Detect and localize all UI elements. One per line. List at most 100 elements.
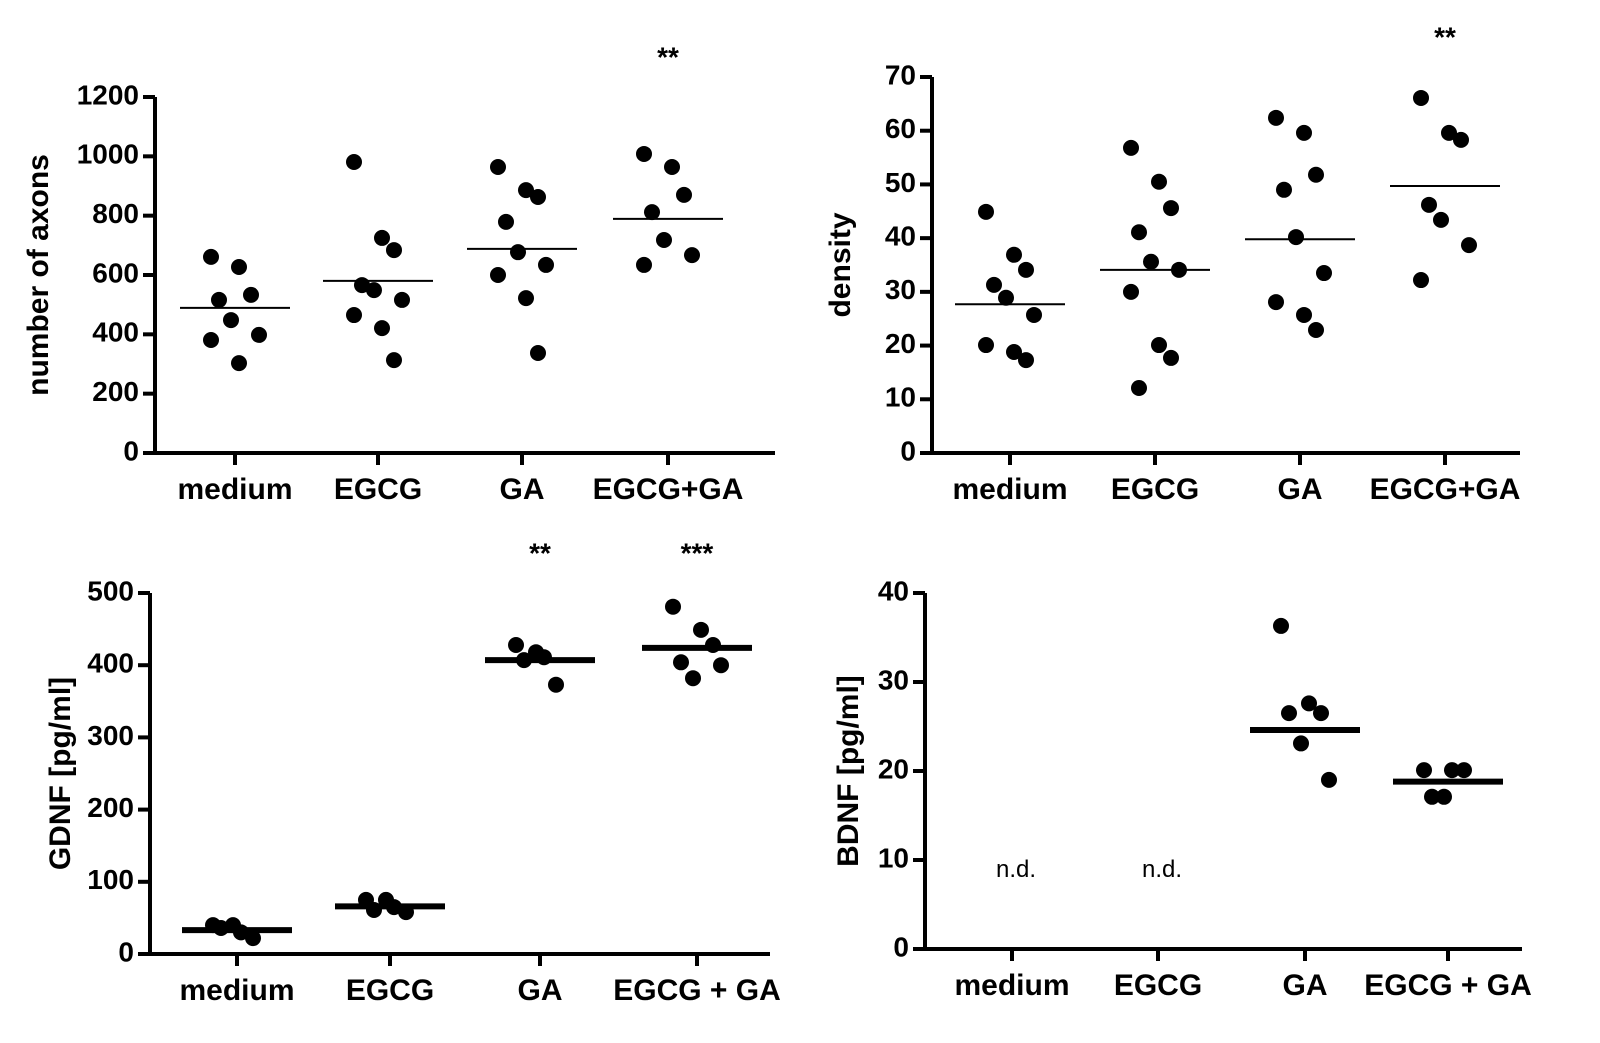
data-point	[1421, 196, 1437, 213]
data-point	[664, 159, 680, 176]
data-point	[656, 231, 672, 248]
data-point	[346, 307, 362, 324]
data-point	[548, 676, 564, 693]
data-point	[1453, 131, 1469, 148]
data-point	[636, 145, 652, 162]
significance-label: **	[657, 41, 679, 72]
data-point	[673, 654, 689, 671]
data-point	[1301, 695, 1317, 712]
y-tick-label: 500	[87, 575, 134, 606]
y-tick-label: 0	[900, 435, 916, 466]
y-axis-label: BDNF [pg/ml]	[832, 675, 865, 867]
data-point	[1436, 788, 1452, 805]
data-point	[498, 213, 514, 230]
data-point	[530, 188, 546, 205]
data-point	[978, 203, 994, 220]
data-point	[986, 276, 1002, 293]
data-point	[1268, 294, 1284, 311]
data-point	[1276, 181, 1292, 198]
significance-label: **	[1434, 21, 1456, 52]
data-point	[231, 258, 247, 275]
data-point	[1441, 124, 1457, 141]
data-point	[386, 242, 402, 259]
data-point	[1163, 349, 1179, 366]
y-tick-label: 800	[92, 198, 139, 229]
x-tick-label: EGCG + GA	[613, 974, 781, 1007]
data-point	[1131, 380, 1147, 397]
data-point	[1321, 771, 1337, 788]
data-point	[518, 290, 534, 307]
y-tick-label: 0	[123, 435, 139, 466]
data-point	[1006, 344, 1022, 361]
y-tick-label: 100	[87, 864, 134, 895]
data-point	[644, 204, 660, 221]
x-tick-label: medium	[952, 473, 1067, 506]
data-point	[713, 657, 729, 674]
data-point	[366, 282, 382, 299]
data-point	[211, 291, 227, 308]
data-point	[490, 159, 506, 176]
y-tick-label: 300	[87, 720, 134, 751]
y-tick-label: 0	[118, 936, 134, 967]
data-point	[1296, 124, 1312, 141]
data-point	[251, 326, 267, 343]
note-label: n.d.	[1142, 856, 1182, 883]
data-point	[510, 244, 526, 261]
x-tick-label: EGCG	[1111, 473, 1199, 506]
data-point	[1293, 735, 1309, 752]
y-tick-label: 600	[92, 257, 139, 288]
x-tick-label: GA	[500, 473, 545, 506]
data-point	[1413, 89, 1429, 106]
y-axis-label: density	[824, 212, 857, 317]
y-axis-label: GDNF [pg/ml]	[44, 677, 77, 870]
data-point	[1018, 352, 1034, 369]
y-tick-label: 200	[87, 792, 134, 823]
data-point	[223, 312, 239, 329]
data-point	[394, 291, 410, 308]
y-tick-label: 60	[885, 113, 916, 144]
data-point	[1288, 229, 1304, 246]
data-point	[693, 621, 709, 638]
data-point	[1268, 109, 1284, 126]
data-point	[1123, 283, 1139, 300]
y-tick-label: 30	[885, 274, 916, 305]
data-point	[528, 644, 544, 661]
data-point	[386, 352, 402, 369]
x-tick-label: EGCG	[346, 974, 434, 1007]
data-point	[1308, 321, 1324, 338]
significance-label: **	[529, 537, 551, 568]
data-point	[1151, 173, 1167, 190]
x-tick-label: GA	[518, 974, 563, 1007]
x-tick-label: EGCG + GA	[1364, 969, 1532, 1002]
data-point	[203, 248, 219, 265]
data-point	[374, 229, 390, 246]
x-tick-label: EGCG+GA	[593, 473, 744, 506]
data-point	[665, 598, 681, 615]
data-point	[636, 256, 652, 273]
y-tick-label: 50	[885, 167, 916, 198]
y-tick-label: 30	[878, 664, 909, 695]
data-point	[243, 286, 259, 303]
y-tick-label: 400	[87, 648, 134, 679]
data-point	[1123, 139, 1139, 156]
data-point	[1444, 762, 1460, 779]
data-point	[530, 345, 546, 362]
x-tick-label: GA	[1283, 969, 1328, 1002]
data-point	[1151, 337, 1167, 354]
y-tick-label: 0	[893, 931, 909, 962]
data-point	[1163, 200, 1179, 217]
x-tick-label: EGCG	[334, 473, 422, 506]
y-tick-label: 10	[878, 842, 909, 873]
data-point	[490, 267, 506, 283]
data-point	[1413, 272, 1429, 289]
data-point	[203, 331, 219, 348]
y-tick-label: 10	[885, 382, 916, 413]
data-point	[1273, 617, 1289, 634]
data-point	[1313, 705, 1329, 722]
x-tick-label: GA	[1278, 473, 1323, 506]
y-axis-label: number of axons	[22, 154, 55, 396]
y-tick-label: 1000	[77, 139, 139, 170]
data-point	[1416, 762, 1432, 779]
x-tick-label: medium	[177, 473, 292, 506]
